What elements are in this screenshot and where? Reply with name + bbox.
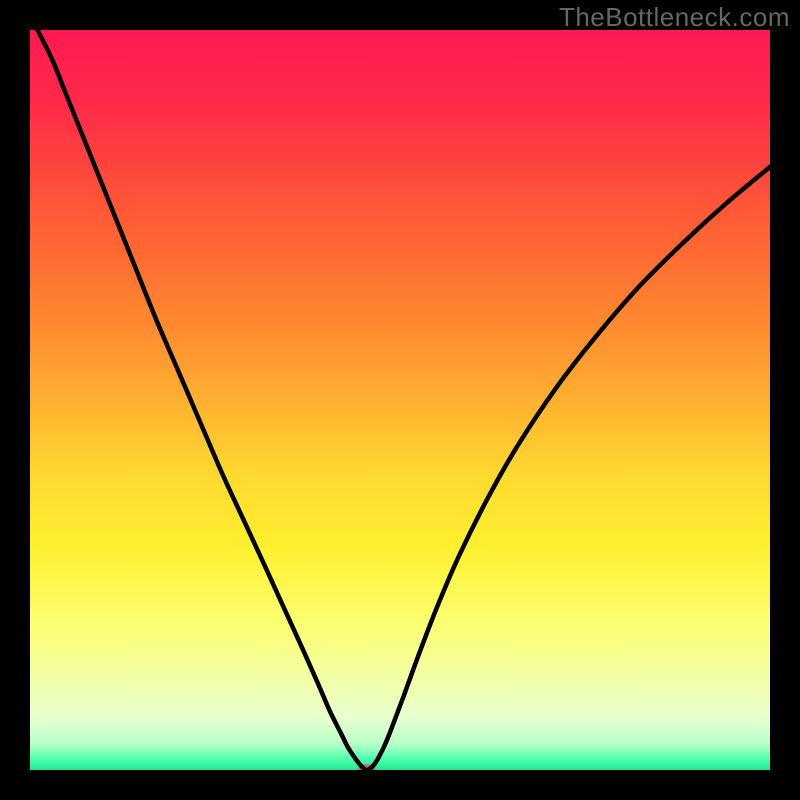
chart-svg bbox=[30, 30, 770, 770]
watermark-text: TheBottleneck.com bbox=[559, 2, 790, 33]
gradient-background bbox=[30, 30, 770, 770]
plot-area bbox=[30, 30, 770, 770]
chart-container: TheBottleneck.com bbox=[0, 0, 800, 800]
